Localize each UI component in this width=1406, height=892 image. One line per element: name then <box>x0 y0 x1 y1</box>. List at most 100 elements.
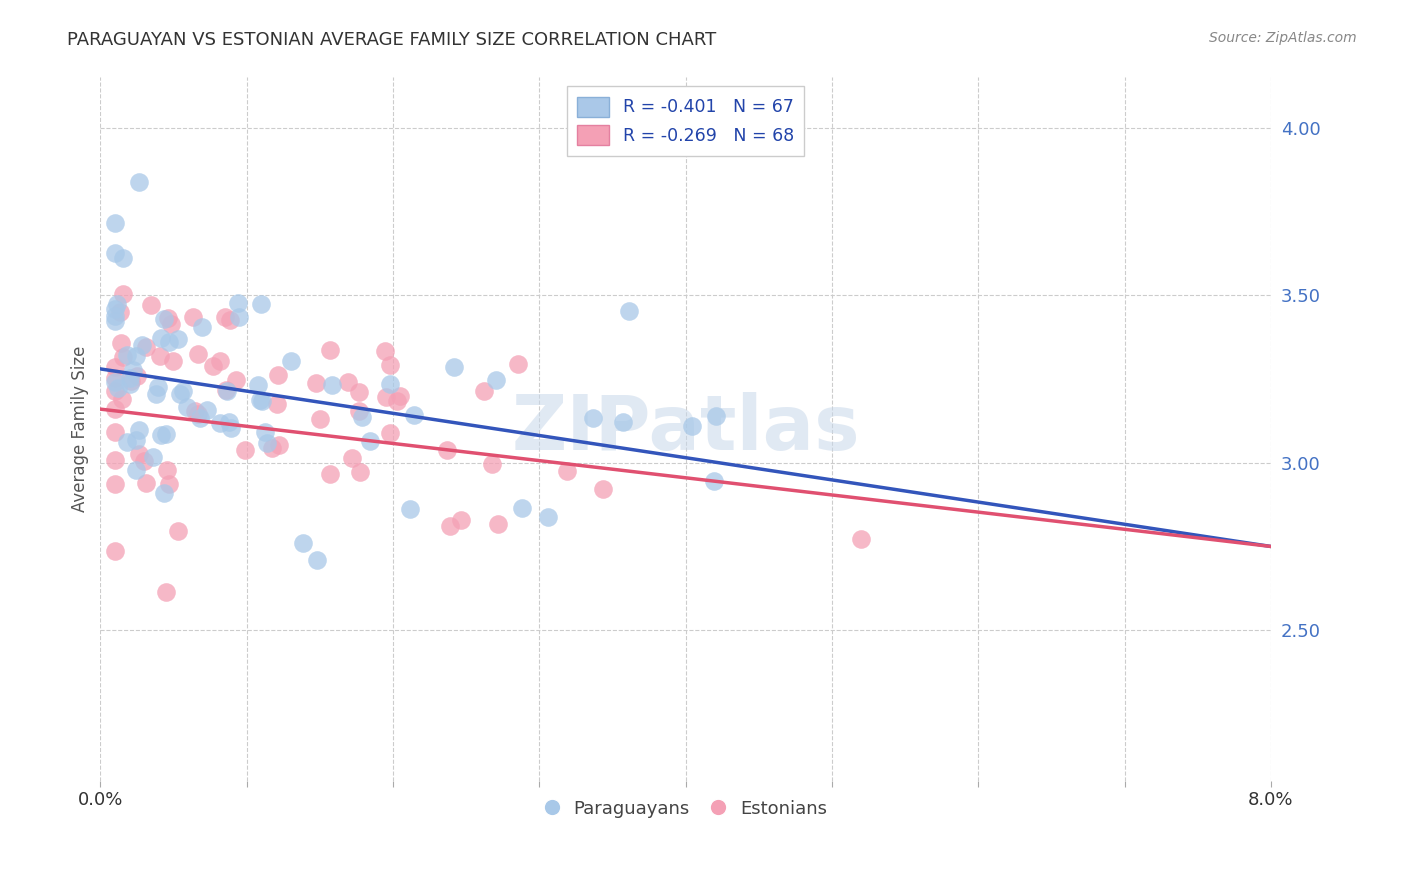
Point <box>359 434 381 448</box>
Point <box>291 536 314 550</box>
Point <box>319 467 342 481</box>
Point <box>156 463 179 477</box>
Point <box>134 454 156 468</box>
Point <box>612 415 634 429</box>
Point <box>340 451 363 466</box>
Point <box>112 252 135 266</box>
Point <box>135 340 157 354</box>
Point <box>153 312 176 326</box>
Point <box>191 319 214 334</box>
Point <box>128 423 150 437</box>
Point <box>592 482 614 496</box>
Point <box>703 474 725 488</box>
Point <box>280 353 302 368</box>
Legend: Paraguayans, Estonians: Paraguayans, Estonians <box>537 792 834 825</box>
Point <box>352 409 374 424</box>
Point <box>617 304 640 318</box>
Point <box>217 384 239 399</box>
Point <box>110 336 132 351</box>
Text: Source: ZipAtlas.com: Source: ZipAtlas.com <box>1209 31 1357 45</box>
Point <box>149 331 172 345</box>
Point <box>228 310 250 325</box>
Point <box>172 384 194 398</box>
Point <box>851 533 873 547</box>
Point <box>385 394 408 409</box>
Point <box>219 420 242 434</box>
Point <box>436 442 458 457</box>
Point <box>131 337 153 351</box>
Point <box>266 397 288 411</box>
Point <box>260 441 283 455</box>
Point <box>124 349 146 363</box>
Point <box>267 438 290 452</box>
Point <box>349 385 371 400</box>
Y-axis label: Average Family Size: Average Family Size <box>72 346 89 512</box>
Point <box>156 311 179 326</box>
Point <box>120 376 142 391</box>
Point <box>349 465 371 479</box>
Point <box>111 392 134 407</box>
Point <box>167 524 190 538</box>
Point <box>347 403 370 417</box>
Point <box>485 373 508 387</box>
Point <box>256 436 278 450</box>
Point <box>111 286 134 301</box>
Point <box>380 376 402 391</box>
Point <box>104 302 127 317</box>
Point <box>120 371 142 385</box>
Point <box>253 425 276 440</box>
Point <box>122 363 145 377</box>
Point <box>120 374 142 388</box>
Point <box>187 347 209 361</box>
Point <box>135 476 157 491</box>
Point <box>128 448 150 462</box>
Point <box>219 313 242 327</box>
Point <box>149 349 172 363</box>
Point <box>150 428 173 442</box>
Point <box>208 353 231 368</box>
Point <box>215 383 238 397</box>
Point <box>155 426 177 441</box>
Point <box>115 348 138 362</box>
Point <box>201 359 224 374</box>
Point <box>176 400 198 414</box>
Point <box>250 394 273 409</box>
Point <box>157 477 180 491</box>
Point <box>450 513 472 527</box>
Point <box>402 408 425 422</box>
Point <box>104 476 127 491</box>
Point <box>155 585 177 599</box>
Point <box>104 309 127 323</box>
Point <box>486 516 509 531</box>
Point <box>181 310 204 324</box>
Point <box>104 376 127 390</box>
Point <box>226 296 249 310</box>
Point <box>104 543 127 558</box>
Point <box>104 359 127 374</box>
Point <box>169 386 191 401</box>
Point <box>388 389 411 403</box>
Point <box>249 297 271 311</box>
Point <box>105 296 128 310</box>
Point <box>107 381 129 395</box>
Point <box>374 344 396 359</box>
Point <box>214 310 236 324</box>
Point <box>160 317 183 331</box>
Point <box>104 216 127 230</box>
Point <box>510 501 533 516</box>
Point <box>184 404 207 418</box>
Text: ZIPatlas: ZIPatlas <box>512 392 860 467</box>
Point <box>336 375 359 389</box>
Point <box>704 409 727 424</box>
Point <box>439 519 461 533</box>
Point <box>399 502 422 516</box>
Point <box>537 510 560 524</box>
Point <box>104 425 127 439</box>
Point <box>233 443 256 458</box>
Point <box>162 354 184 368</box>
Point <box>104 384 127 398</box>
Point <box>104 246 127 260</box>
Point <box>472 384 495 399</box>
Point <box>110 305 132 319</box>
Point <box>209 416 232 430</box>
